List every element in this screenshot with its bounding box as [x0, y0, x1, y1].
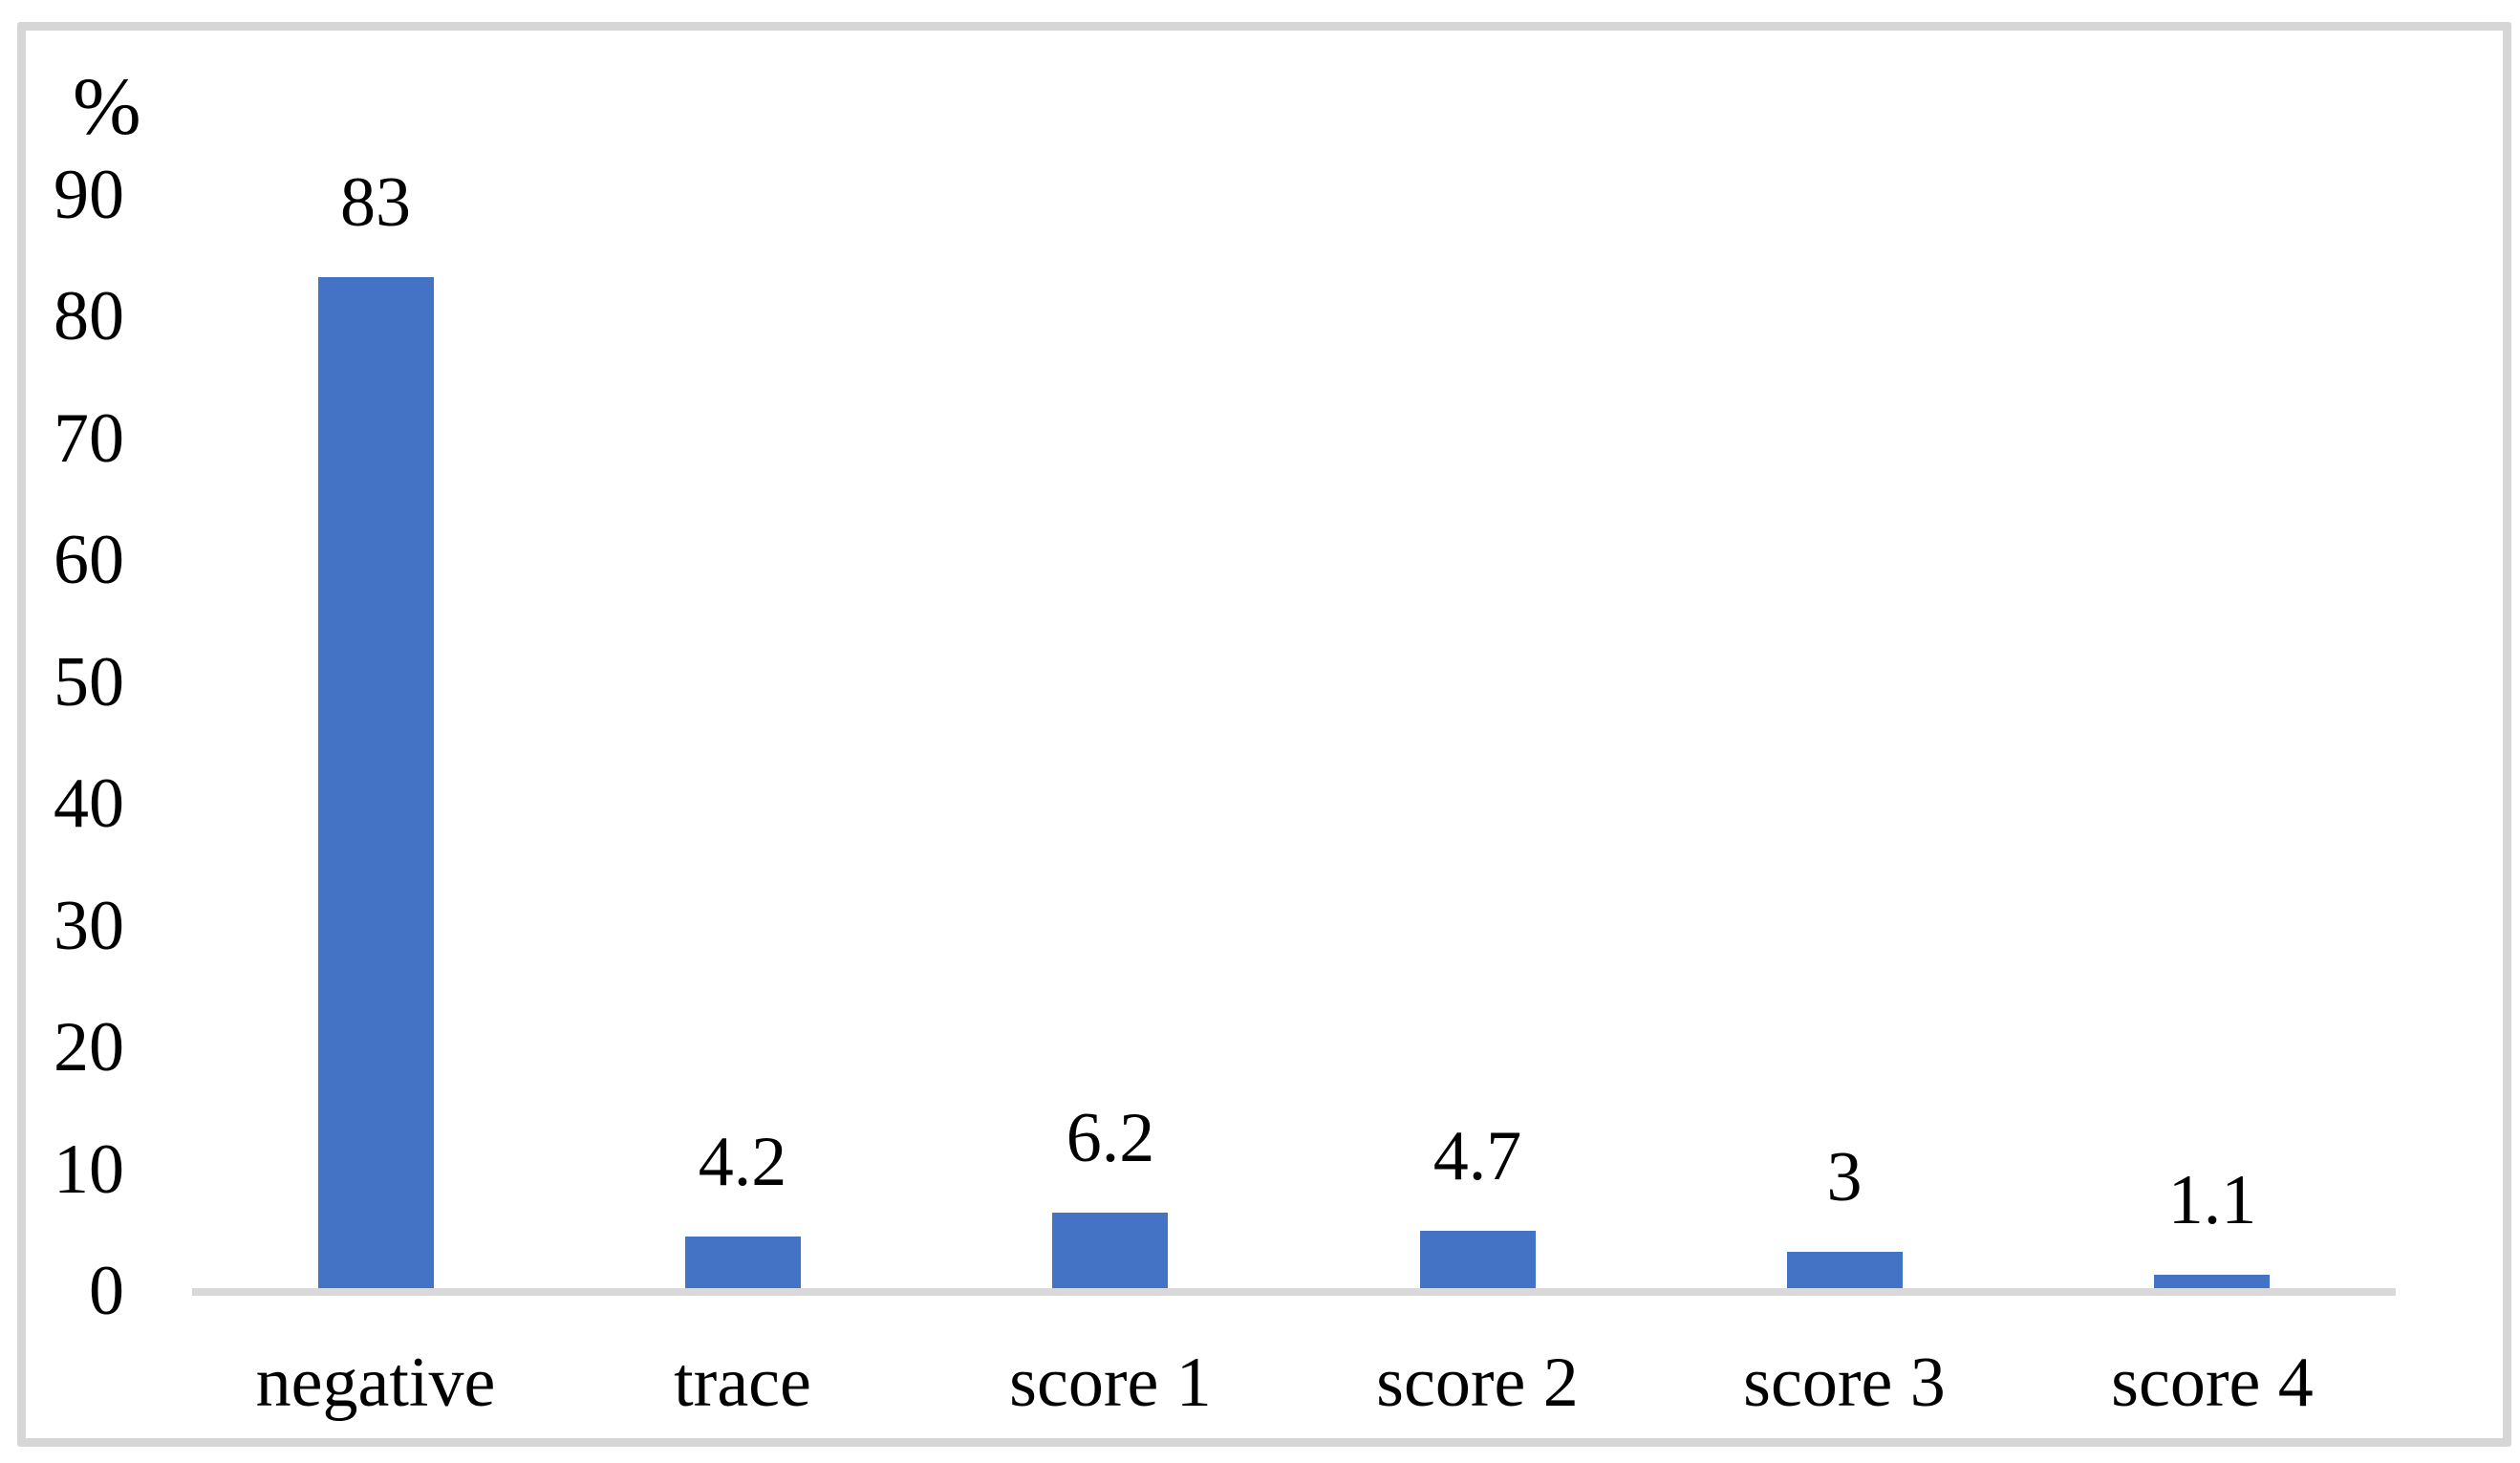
bar-score-4: [2154, 1275, 2270, 1288]
bar-value-label-score-2: 4.7: [1432, 1117, 1522, 1195]
bar-value-label-trace: 4.2: [698, 1123, 787, 1201]
y-axis-tick-label: 0: [89, 1252, 124, 1330]
y-axis-tick-label: 40: [54, 764, 124, 843]
bar-value-label-score-4: 1.1: [2167, 1161, 2257, 1239]
bar-value-label-score-1: 6.2: [1066, 1099, 1155, 1177]
y-axis-tick-label: 10: [54, 1130, 124, 1209]
bar-negative: [318, 277, 434, 1288]
bar-score-1: [1052, 1213, 1168, 1288]
bar-value-label-score-3: 3: [1826, 1138, 1863, 1216]
bar-score-3: [1787, 1252, 1903, 1288]
y-axis-tick-label: 30: [54, 886, 124, 965]
bar-value-label-negative: 83: [340, 163, 411, 242]
y-axis-tick-label: 80: [54, 277, 124, 355]
y-axis-tick-label: 20: [54, 1008, 124, 1086]
x-axis-category-label-score-3: score 3: [1743, 1344, 1946, 1422]
x-axis-category-label-score-1: score 1: [1009, 1344, 1212, 1422]
bar-trace: [685, 1237, 801, 1288]
x-axis-category-label-score-4: score 4: [2111, 1344, 2314, 1422]
y-axis-tick-label: 60: [54, 521, 124, 599]
x-axis-line: [192, 1288, 2396, 1296]
x-axis-category-label-trace: trace: [674, 1344, 811, 1422]
y-axis-unit-label: %: [73, 60, 141, 152]
y-axis-tick-label: 50: [54, 642, 124, 721]
bar-score-2: [1420, 1231, 1536, 1288]
x-axis-category-label-score-2: score 2: [1376, 1344, 1579, 1422]
y-axis-tick-label: 90: [54, 155, 124, 234]
y-axis-tick-label: 70: [54, 398, 124, 478]
x-axis-category-label-negative: negative: [255, 1344, 496, 1422]
